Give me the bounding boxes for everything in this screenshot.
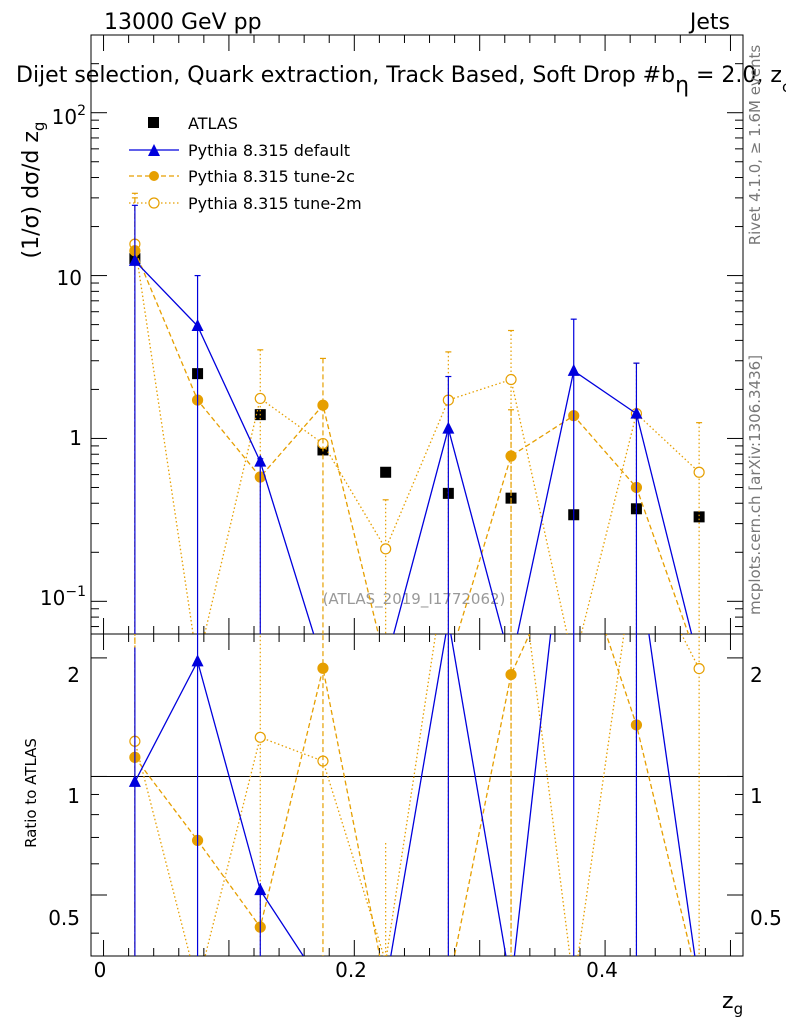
y-tick-label-1: 1 xyxy=(69,426,82,450)
ratio-frame xyxy=(90,633,744,957)
atlas-point xyxy=(380,466,392,478)
ratio-point-tune2c xyxy=(317,662,329,674)
ratio-tick-label-2: 2 xyxy=(67,663,80,687)
side-label-mcplots: mcplots.cern.ch [arXiv:1306.3436] xyxy=(746,355,764,615)
point-tune2m xyxy=(505,373,517,386)
main-panel-data xyxy=(128,192,705,634)
series-line-default xyxy=(134,260,693,634)
ratio-line-default xyxy=(134,634,696,956)
legend-marker-atlas xyxy=(148,117,159,128)
analysis-watermark: (ATLAS_2019_I1772062) xyxy=(323,590,506,609)
point-default xyxy=(442,421,455,434)
legend-label-tune2m: Pythia 8.315 tune-2m xyxy=(188,194,362,213)
chart-title: Dijet selection, Quark extraction, Track… xyxy=(16,63,786,98)
point-tune2c xyxy=(317,399,329,411)
y-tick-label-10: 10 xyxy=(57,266,82,290)
ratio-tick-label-0p5-right: 0.5 xyxy=(750,906,782,930)
ratio-tick-label-1: 1 xyxy=(67,784,80,808)
header-left: 13000 GeV pp xyxy=(104,10,262,35)
point-default xyxy=(630,406,643,419)
point-default xyxy=(191,319,204,332)
series-line-tune2c xyxy=(134,250,690,634)
axis-ticks xyxy=(91,34,743,956)
y-tick-label-0p1: 10−1 xyxy=(40,584,86,610)
point-tune2m xyxy=(380,543,392,555)
legend-label-atlas: ATLAS xyxy=(188,114,238,133)
series-line-tune2m xyxy=(134,244,700,634)
point-tune2c xyxy=(505,450,517,462)
x-axis-label: zg xyxy=(722,989,743,1018)
ratio-tick-label-0p5: 0.5 xyxy=(48,906,80,930)
ratio-panel-data xyxy=(128,634,705,956)
x-tick-label-0p4: 0.4 xyxy=(586,958,618,982)
y-axis-label: (1/σ) dσ/d zg xyxy=(19,122,48,259)
point-default xyxy=(254,454,267,467)
legend-marker-tune2c xyxy=(149,171,159,181)
legend-marker-default xyxy=(148,144,160,156)
side-label-rivet: Rivet 4.1.0, ≥ 1.6M events xyxy=(746,45,764,246)
atlas-point xyxy=(693,511,705,523)
y-tick-label-100: 102 xyxy=(52,103,86,129)
point-tune2m xyxy=(693,466,705,478)
legend-marker-tune2m xyxy=(148,197,160,209)
point-tune2m xyxy=(254,392,266,405)
ratio-point-tune2m xyxy=(254,731,266,743)
legend: ATLAS Pythia 8.315 default Pythia 8.315 … xyxy=(129,114,362,213)
x-tick-label-0: 0 xyxy=(94,958,107,982)
point-default xyxy=(567,363,580,376)
header-right: Jets xyxy=(688,10,730,35)
ratio-tick-label-1-right: 1 xyxy=(750,784,763,808)
ratio-axis-label: Ratio to ATLAS xyxy=(22,738,40,848)
ratio-point-default xyxy=(191,654,204,667)
ratio-line-tune2m xyxy=(134,634,700,956)
legend-label-default: Pythia 8.315 default xyxy=(188,141,350,160)
x-tick-label-0p2: 0.2 xyxy=(335,958,367,982)
legend-label-tune2c: Pythia 8.315 tune-2c xyxy=(188,167,355,186)
ratio-point-default xyxy=(128,774,141,787)
ratio-tick-label-2-right: 2 xyxy=(750,663,763,687)
ratio-point-tune2m xyxy=(693,662,705,675)
ratio-point-tune2c xyxy=(505,669,517,681)
point-default xyxy=(128,253,141,266)
ratio-point-default xyxy=(254,883,267,896)
